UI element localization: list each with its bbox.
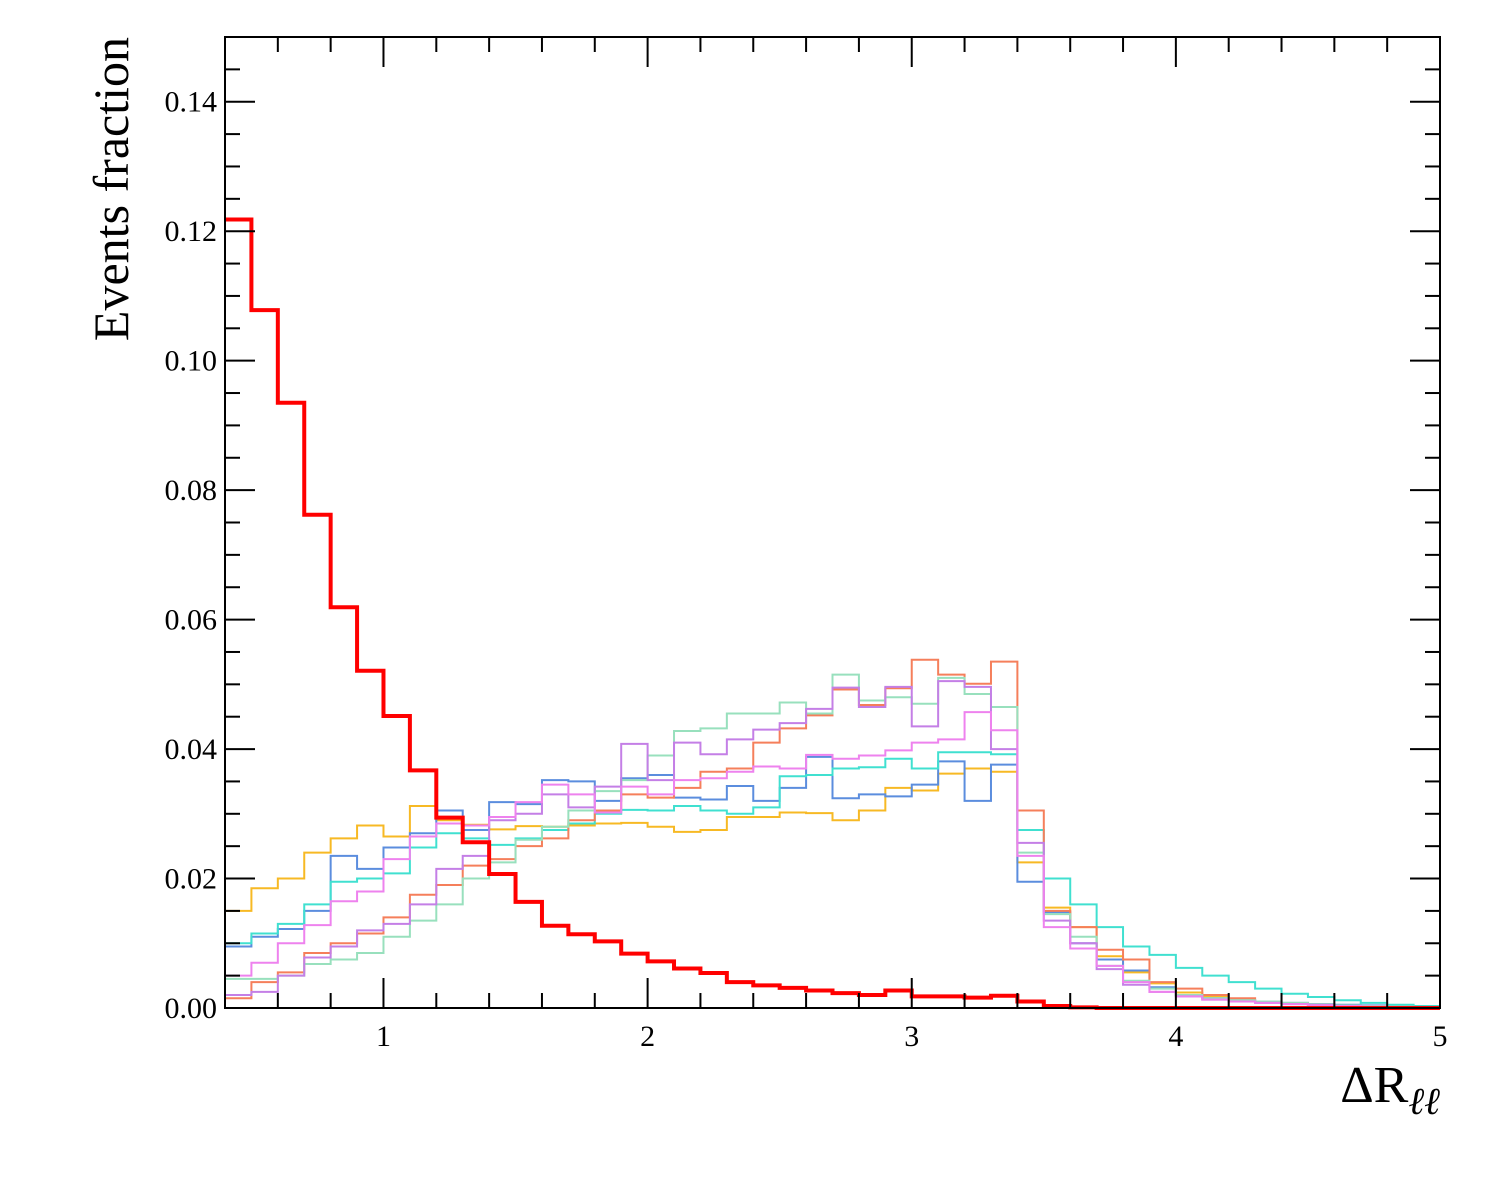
histogram-series-3 — [225, 751, 1440, 1008]
plot-frame — [224, 36, 1441, 1009]
tick-labels-layer: 1 2 3 4 5 0.00 0.02 0.04 0.06 0.08 0.10 0.12 0.14 — [165, 86, 1448, 1053]
x-tick-label: 1 — [376, 1020, 391, 1053]
y-tick-label: 0.02 — [165, 863, 218, 896]
y-tick-label: 0.08 — [165, 474, 218, 507]
series-layer — [225, 217, 1440, 1010]
y-axis-title: Events fraction — [83, 37, 139, 341]
x-axis-title-subscript: ℓℓ — [1408, 1081, 1440, 1123]
x-axis-title-symbol: ΔR — [1340, 1057, 1408, 1114]
y-tick-label: 0.06 — [165, 604, 218, 637]
histogram-series-5 — [225, 673, 1440, 1009]
histogram-series-0 — [225, 217, 1440, 1010]
histogram-series-1 — [225, 767, 1440, 1009]
y-tick-label: 0.14 — [165, 86, 218, 119]
x-tick-label: 2 — [640, 1020, 655, 1053]
x-tick-label: 4 — [1168, 1020, 1183, 1053]
histogram-series-2 — [225, 755, 1440, 1009]
ticks-layer — [224, 36, 1441, 1009]
y-tick-label: 0.10 — [165, 345, 218, 378]
x-axis-title: ΔRℓℓ — [1340, 1057, 1440, 1123]
histogram-series-7 — [225, 711, 1440, 1009]
y-tick-label: 0.04 — [165, 733, 218, 766]
y-tick-label: 0.00 — [165, 992, 218, 1025]
y-tick-label: 0.12 — [165, 215, 218, 248]
x-tick-label: 3 — [904, 1020, 919, 1053]
x-tick-label: 5 — [1433, 1020, 1448, 1053]
histogram-series-6 — [225, 680, 1440, 1009]
